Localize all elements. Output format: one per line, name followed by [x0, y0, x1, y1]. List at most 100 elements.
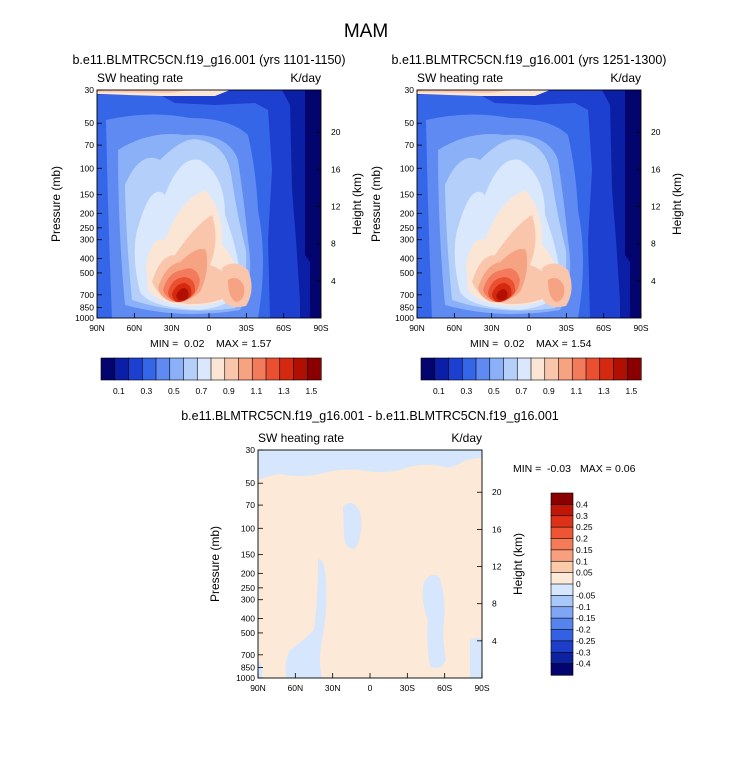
colorbar-label: 0.7 [515, 386, 527, 396]
y-axis-label: Pressure (mb) [49, 166, 63, 242]
colorbar-swatch [141, 357, 157, 381]
svg-text:1.57: 1.57 [251, 338, 272, 350]
svg-text:MAX =: MAX = [580, 463, 612, 475]
colorbar-label: 1.5 [625, 386, 637, 396]
colorbar-swatch [550, 560, 574, 574]
colorbar-swatch [293, 357, 308, 381]
svg-text:0.02: 0.02 [504, 338, 525, 350]
contour-field [97, 90, 321, 318]
colorbar-swatch [114, 357, 130, 381]
x-tick-label: 60N [127, 323, 143, 333]
x-tick-label: 60N [288, 683, 304, 693]
colorbar: 0.1 0.3 0.5 0.7 0.9 1.1 1.3 1.5 [420, 357, 642, 396]
y-tick-label: 50 [246, 478, 256, 488]
y-tick-label: 30 [85, 85, 95, 95]
y-right-tick-label: 16 [331, 164, 341, 174]
x-tick-labels: 90N 60N 30N 0 30S 60S 90S [409, 313, 649, 333]
panel-title: b.e11.BLMTRC5CN.f19_g16.001 - b.e11.BLMT… [181, 409, 559, 423]
colorbar-label: 0.9 [223, 386, 235, 396]
y-tick-label: 1000 [75, 313, 94, 323]
y-tick-label: 500 [241, 628, 255, 638]
y-tick-label: 500 [400, 268, 414, 278]
colorbar-swatch [626, 357, 642, 381]
panel-title: b.e11.BLMTRC5CN.f19_g16.001 (yrs 1101-11… [72, 53, 345, 67]
colorbar-label: 0.3 [460, 386, 472, 396]
colorbar-swatch [516, 357, 532, 381]
y-right-tick-label: 16 [492, 524, 502, 534]
y-tick-label: 250 [80, 223, 94, 233]
colorbar-swatch [461, 357, 477, 381]
colorbar-swatch [585, 357, 601, 381]
y-axis-label: Pressure (mb) [369, 166, 383, 242]
y-tick-label: 100 [400, 163, 414, 173]
colorbar-label: 0.15 [576, 545, 593, 555]
y-tick-label: 500 [80, 268, 94, 278]
panel-difference: b.e11.BLMTRC5CN.f19_g16.001 - b.e11.BLMT… [181, 409, 635, 693]
colorbar-swatch [544, 357, 560, 381]
x-tick-label: 0 [527, 323, 532, 333]
colorbar-swatch [613, 357, 628, 381]
y-right-tick-label: 4 [331, 276, 336, 286]
x-tick-labels: 90N 60N 30N 0 30S 60S 90S [250, 673, 490, 693]
field-label: SW heating rate [97, 71, 183, 85]
colorbar-swatch [183, 357, 198, 381]
colorbar-swatch [558, 357, 573, 381]
x-tick-label: 90N [250, 683, 266, 693]
svg-text:MIN =: MIN = [470, 338, 498, 350]
y-right-tick-label: 8 [492, 599, 497, 609]
y-tick-label: 300 [241, 595, 255, 605]
colorbar-label: 0.5 [488, 386, 500, 396]
colorbar: 0.4 0.30.25 0.20.150.1 0.050-0.05 -0.1-0.15 -… [550, 492, 596, 676]
colorbar-swatch [210, 357, 226, 381]
colorbar-label: 1.1 [250, 386, 262, 396]
colorbar-label: 1.1 [570, 386, 582, 396]
y-tick-label: 200 [241, 568, 255, 578]
colorbar-swatch [434, 357, 450, 381]
y-right-tick-label: 4 [651, 276, 656, 286]
colorbar-label: -0.2 [576, 625, 591, 635]
colorbar-swatch [169, 357, 185, 381]
colorbar-label: -0.05 [576, 590, 596, 600]
y-tick-label: 200 [400, 208, 414, 218]
colorbar-label: 0.7 [195, 386, 207, 396]
y-tick-label: 400 [241, 613, 255, 623]
x-tick-label: 90S [474, 683, 489, 693]
y-tick-label: 70 [85, 140, 95, 150]
colorbar: 0.1 0.3 0.5 0.7 0.9 1.1 1.3 1.5 [100, 357, 322, 396]
colorbar-label: 0 [576, 579, 581, 589]
panel-experiment: b.e11.BLMTRC5CN.f19_g16.001 (yrs 1251-13… [369, 53, 684, 396]
y-tick-label: 30 [405, 85, 415, 95]
colorbar-swatch [550, 606, 574, 619]
y-tick-label: 30 [246, 445, 256, 455]
colorbar-swatch [550, 595, 574, 608]
colorbar-swatch [265, 357, 281, 381]
colorbar-swatch [155, 357, 171, 381]
x-tick-label: 30S [559, 323, 574, 333]
colorbar-swatch [100, 357, 116, 381]
y-tick-label: 400 [80, 253, 94, 263]
y-tick-label: 70 [405, 140, 415, 150]
y-tick-label: 300 [400, 235, 414, 245]
svg-text:MAX =: MAX = [536, 338, 568, 350]
x-tick-label: 60S [596, 323, 611, 333]
colorbar-swatch [550, 617, 574, 631]
x-tick-label: 0 [368, 683, 373, 693]
x-tick-label: 30N [325, 683, 341, 693]
y-right-tick-labels: 20 16 12 8 4 [636, 127, 661, 286]
y-right-axis-label: Height (km) [350, 173, 364, 235]
colorbar-swatch [420, 357, 436, 381]
y-right-tick-labels: 20 16 12 8 4 [316, 127, 341, 286]
panel-control: b.e11.BLMTRC5CN.f19_g16.001 (yrs 1101-11… [49, 53, 364, 396]
y-tick-label: 1000 [236, 673, 255, 683]
x-tick-label: 90S [633, 323, 648, 333]
colorbar-label: 1.3 [598, 386, 610, 396]
colorbar-label: -0.25 [576, 636, 596, 646]
colorbar-label: 0.2 [576, 534, 588, 544]
y-right-axis-label: Height (km) [670, 173, 684, 235]
y-right-tick-label: 20 [492, 487, 502, 497]
colorbar-swatch [251, 357, 267, 381]
y-right-tick-label: 8 [651, 239, 656, 249]
y-tick-label: 150 [80, 190, 94, 200]
y-tick-label: 850 [80, 302, 94, 312]
